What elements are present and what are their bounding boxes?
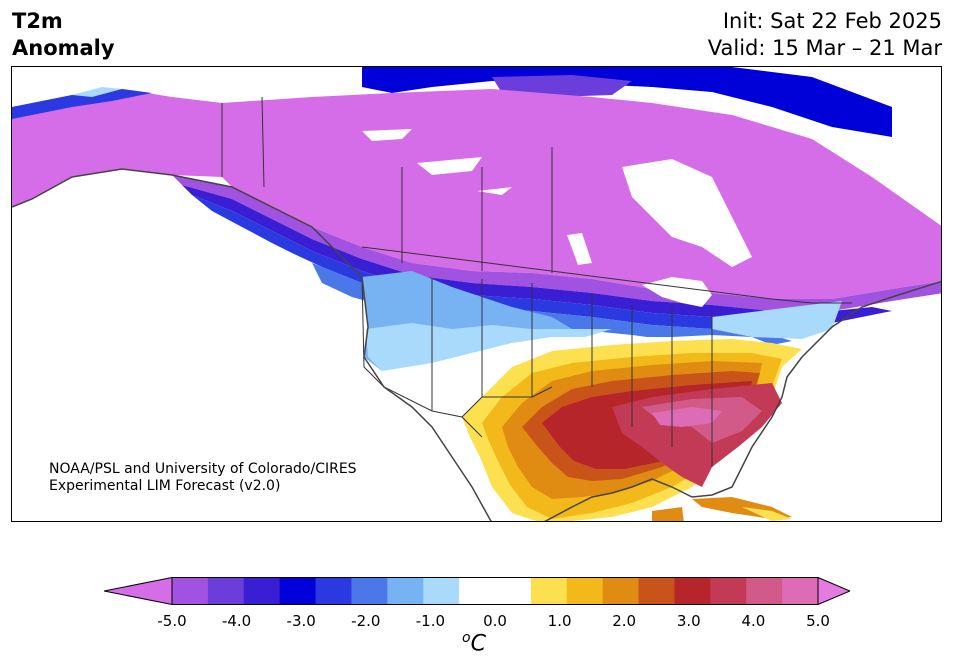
data-credit: NOAA/PSL and University of Colorado/CIRE… (49, 461, 357, 495)
band-violet (182, 185, 892, 323)
band-purple (172, 175, 941, 311)
colorbar-cell (279, 577, 317, 605)
alaska-light-blue (72, 87, 122, 97)
northeast-pale-blue (712, 301, 842, 339)
colorbar-tick-label: 1.0 (547, 612, 572, 630)
hudson-bay (622, 159, 752, 267)
colorbar-cell (243, 577, 281, 605)
title-variable: T2m (12, 9, 63, 33)
colorbar (104, 577, 850, 605)
units-degree: o (462, 630, 471, 646)
colorbar-cell (710, 577, 747, 605)
colorbar-tick-label: -3.0 (286, 612, 316, 630)
colorbar-tick-label: 5.0 (806, 612, 830, 630)
colorbar-cell (387, 577, 424, 605)
coastlines (12, 168, 941, 521)
colorbar-cell (207, 577, 245, 605)
colorbar-tick-label: -5.0 (157, 612, 187, 630)
units-label: oC (462, 630, 486, 656)
colorbar-cell (459, 577, 496, 605)
colorbar-cell (495, 577, 532, 605)
lake-winnipeg (567, 233, 592, 265)
title-subtitle: Anomaly (12, 36, 115, 60)
forecast-dates: Init: Sat 22 Feb 2025 Valid: 15 Mar – 21… (708, 8, 942, 62)
map-title: T2m Anomaly (12, 8, 115, 62)
arctic-islands-purple (492, 75, 632, 97)
colorbar-cell (530, 577, 568, 605)
colorbar-cells (104, 577, 850, 605)
colorbar-tick-label: -4.0 (221, 612, 252, 630)
colorbar-tick-label: 2.0 (612, 612, 637, 630)
colorbar-min-extension (104, 577, 173, 605)
colorbar-cell (674, 577, 711, 605)
colorbar-cell (423, 577, 460, 605)
western-us-pale-blue (366, 323, 612, 373)
init-date: Init: Sat 22 Feb 2025 (722, 9, 942, 33)
colorbar-cell (566, 577, 604, 605)
anomaly-map (11, 66, 942, 522)
colorbar-cell (746, 577, 783, 605)
great-bear-lake (362, 129, 412, 141)
colorbar-border (171, 577, 819, 605)
political-borders (221, 96, 852, 467)
lake-athabasca (477, 187, 512, 195)
great-slave-lake (417, 157, 482, 175)
colorbar-tick-label: 3.0 (676, 612, 701, 630)
credit-line-2: Experimental LIM Forecast (v2.0) (49, 478, 281, 494)
cuba-yellow (742, 507, 792, 521)
colorbar-tick-label: 4.0 (741, 612, 766, 630)
colorbar-tick-label: -2.0 (351, 612, 381, 630)
colorbar-cell (315, 577, 352, 605)
credit-line-1: NOAA/PSL and University of Colorado/CIRE… (49, 461, 357, 477)
arctic-archipelago-blue (362, 67, 892, 137)
colorbar-tick-label: -1.0 (415, 612, 446, 630)
units-celsius: C (470, 631, 486, 657)
colorbar-cell (172, 577, 209, 605)
colorbar-cell (782, 577, 819, 605)
colorbar-cell (351, 577, 388, 605)
alaska-edge-blue (12, 89, 152, 119)
colorbar-tick-label: 0.0 (483, 612, 507, 630)
colorbar-cell (638, 577, 675, 605)
valid-range: Valid: 15 Mar – 21 Mar (707, 36, 942, 60)
us-near-normal (382, 335, 772, 417)
yucatan (652, 507, 684, 521)
alaska-cold-zone (12, 89, 222, 207)
colorbar-max-extension (817, 577, 850, 605)
colorbar-cell (602, 577, 640, 605)
warm-magenta (652, 407, 722, 427)
map-svg (12, 67, 941, 521)
